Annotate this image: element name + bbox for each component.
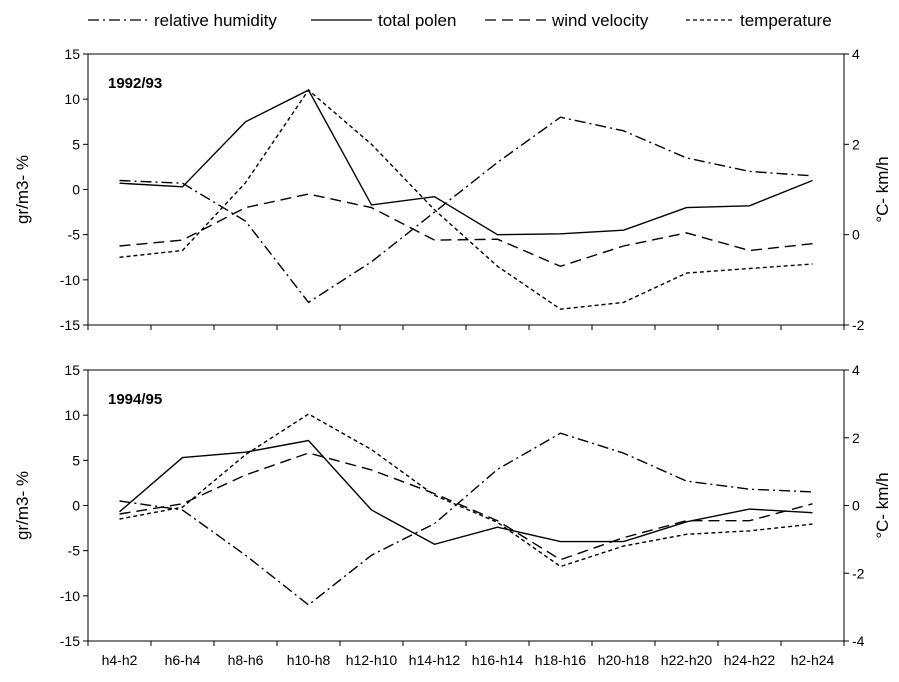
chart-panel-bottom: -15 -10 -5 0 5 10 15 -4 -2 0 2 4 h4-h2 h6-h4 h8-h6 h10-… [13, 362, 892, 668]
x-tick-label: h2-h24 [791, 652, 835, 668]
y-axis-title-right: °C- km/h [873, 472, 892, 538]
left-tick-label: -5 [68, 543, 81, 559]
legend-label-temperature: temperature [740, 11, 832, 30]
y-axis-title-right: °C- km/h [873, 156, 892, 222]
legend-label-relative-humidity: relative humidity [154, 11, 277, 30]
x-tick-label: h8-h6 [228, 652, 264, 668]
right-tick-label: -2 [852, 317, 865, 333]
right-tick-label: 0 [852, 498, 860, 514]
right-tick-label: 2 [852, 136, 860, 152]
legend-label-total-polen: total polen [378, 11, 456, 30]
series-line-total-polen [119, 439, 813, 546]
left-tick-label: -15 [60, 317, 80, 333]
panel-title: 1994/95 [108, 391, 162, 408]
series-line-relative-humidity [119, 116, 813, 304]
left-tick-label: 5 [72, 452, 80, 468]
right-tick-label: 0 [852, 227, 860, 243]
x-tick-label: h4-h2 [102, 652, 138, 668]
series-line-total-polen [119, 89, 813, 236]
y-axis-title-left: gr/m3- % [13, 155, 32, 224]
panel-title: 1992/93 [108, 75, 162, 92]
x-tick-label: h22-h20 [661, 652, 713, 668]
x-tick-label: h20-h18 [598, 652, 650, 668]
x-tick-label: h10-h8 [287, 652, 331, 668]
right-tick-label: -4 [852, 633, 865, 649]
right-tick-label: 2 [852, 430, 860, 446]
x-tick-label: h12-h10 [346, 652, 398, 668]
series-line-wind-velocity [119, 193, 813, 268]
right-tick-label: 4 [852, 362, 860, 378]
left-tick-label: -10 [60, 272, 80, 288]
legend-label-wind-velocity: wind velocity [551, 11, 649, 30]
x-tick-label: h16-h14 [472, 652, 524, 668]
right-tick-label: -2 [852, 565, 865, 581]
x-tick-label: h14-h12 [409, 652, 461, 668]
y-axis-title-left: gr/m3- % [13, 471, 32, 540]
left-tick-label: 15 [64, 46, 80, 62]
series-line-relative-humidity [119, 432, 813, 606]
right-tick-label: 4 [852, 46, 860, 62]
left-tick-label: 0 [72, 182, 80, 198]
left-tick-label: 0 [72, 498, 80, 514]
plot-frame [87, 53, 845, 326]
left-tick-label: 10 [64, 91, 80, 107]
series-line-temperature [119, 89, 813, 310]
chart-panel-top: -15 -10 -5 0 5 10 15 -2 0 2 4 gr/m3- % °C- km/h 1992/… [13, 46, 892, 333]
series-line-temperature [119, 413, 813, 568]
plot-frame [87, 369, 845, 642]
x-tick-label: h18-h16 [535, 652, 587, 668]
left-tick-label: -10 [60, 588, 80, 604]
series-line-wind-velocity [119, 452, 813, 561]
left-tick-label: 10 [64, 407, 80, 423]
legend: relative humidity total polen wind velocit… [88, 11, 832, 30]
x-tick-label: h24-h22 [724, 652, 776, 668]
left-tick-label: 5 [72, 136, 80, 152]
left-tick-label: -15 [60, 633, 80, 649]
x-tick-label: h6-h4 [165, 652, 201, 668]
left-tick-label: -5 [68, 227, 81, 243]
left-tick-label: 15 [64, 362, 80, 378]
